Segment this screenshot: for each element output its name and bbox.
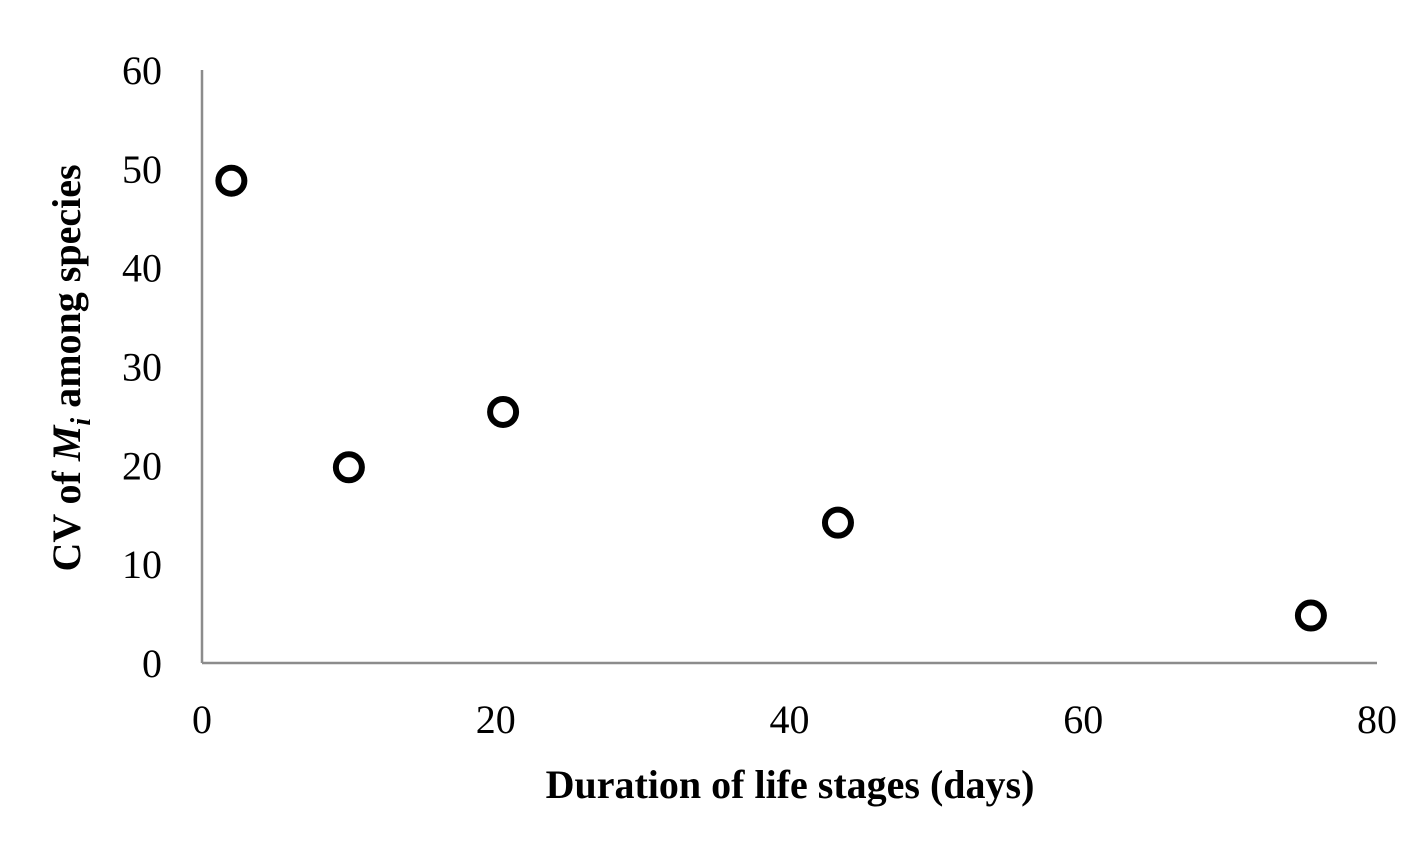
- y-tick-label: 10: [122, 542, 162, 587]
- data-point: [487, 395, 520, 428]
- x-tick-label: 0: [192, 697, 212, 742]
- x-axis-title: Duration of life stages (days): [546, 762, 1035, 807]
- y-tick-label: 30: [122, 345, 162, 390]
- x-tick-label: 40: [770, 697, 810, 742]
- data-point: [821, 506, 854, 539]
- data-points: [215, 164, 1327, 632]
- y-tick-label: 50: [122, 147, 162, 192]
- y-tick-label: 40: [122, 246, 162, 291]
- y-axis-ticks: 0 10 20 30 40 50 60: [122, 48, 162, 686]
- y-axis-title-symbol: M: [44, 424, 89, 462]
- y-axis-title-subscript: i: [66, 418, 97, 426]
- x-tick-label: 80: [1357, 697, 1397, 742]
- y-axis-title: CV of Mi among species: [44, 164, 97, 571]
- data-point: [215, 164, 248, 197]
- y-tick-label: 20: [122, 443, 162, 488]
- y-axis-title-prefix: CV of: [44, 461, 89, 571]
- y-axis-title-suffix: among species: [44, 164, 89, 417]
- x-tick-label: 60: [1063, 697, 1103, 742]
- y-tick-label: 60: [122, 48, 162, 93]
- x-tick-label: 20: [476, 697, 516, 742]
- x-axis-ticks: 0 20 40 60 80: [192, 697, 1397, 742]
- y-tick-label: 0: [142, 641, 162, 686]
- data-point: [332, 451, 365, 484]
- data-point: [1294, 599, 1327, 632]
